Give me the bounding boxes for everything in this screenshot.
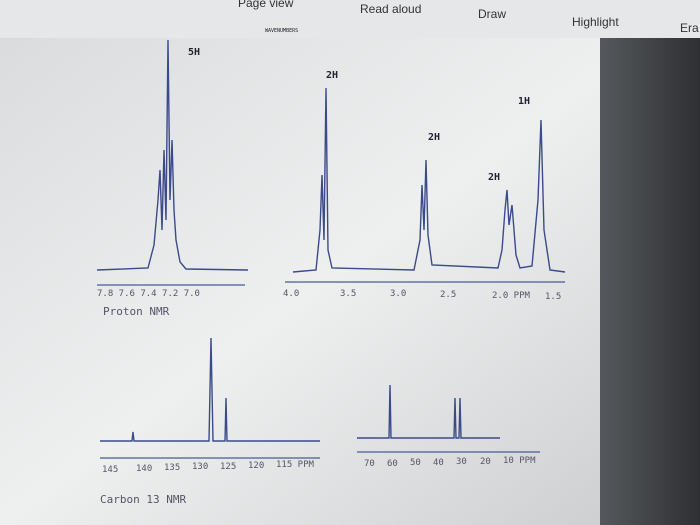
- integration-label: 1H: [518, 96, 530, 107]
- ppm-label: 3.5: [340, 289, 356, 299]
- ppm-label: 125: [220, 462, 236, 472]
- ppm-label: 60: [387, 459, 398, 469]
- spectrum-trace: [100, 337, 320, 442]
- ppm-label: 2.5: [440, 290, 456, 300]
- toolbar-button[interactable]: Read aloud: [360, 2, 421, 16]
- ppm-label: 3.0: [390, 289, 406, 299]
- spectrum-trace: [292, 87, 566, 273]
- side-panel: [600, 38, 700, 525]
- ppm-label: 115 PPM: [276, 460, 315, 470]
- toolbar-button[interactable]: Highlight: [572, 15, 619, 29]
- toolbar-button[interactable]: Era: [680, 21, 699, 35]
- ppm-label: 30: [456, 457, 467, 467]
- ppm-label: 140: [136, 464, 152, 474]
- ppm-label: 7.8 7.6 7.4 7.2 7.0: [97, 289, 200, 299]
- ppm-label: 1.5: [545, 292, 561, 302]
- toolbar-button[interactable]: Page view: [238, 0, 294, 10]
- spectrum-trace: [357, 384, 500, 439]
- ppm-label: 70: [364, 459, 375, 469]
- integration-label: 2H: [428, 132, 440, 143]
- spectrum-caption: Proton NMR: [103, 305, 170, 318]
- spectrum-caption: Carbon 13 NMR: [100, 493, 186, 506]
- ppm-label: 10 PPM: [503, 456, 536, 466]
- toolbar: [0, 0, 700, 38]
- integration-label: 2H: [488, 172, 500, 183]
- ppm-label: 145: [102, 465, 118, 475]
- integration-label: 2H: [326, 70, 338, 81]
- integration-label: 5H: [188, 47, 200, 58]
- ppm-label: 2.0 PPM: [492, 291, 531, 301]
- ppm-label: 135: [164, 463, 180, 473]
- ppm-label: 50: [410, 458, 421, 468]
- toolbar-button[interactable]: Draw: [478, 7, 506, 21]
- ppm-label: 4.0: [283, 289, 299, 299]
- spectrum-trace: [96, 39, 249, 271]
- ppm-label: 40: [433, 458, 444, 468]
- ppm-label: 130: [192, 462, 208, 472]
- ppm-label: 20: [480, 457, 491, 467]
- ppm-label: 120: [248, 461, 264, 471]
- spectrum-header: WAVENUMBERS: [265, 28, 298, 34]
